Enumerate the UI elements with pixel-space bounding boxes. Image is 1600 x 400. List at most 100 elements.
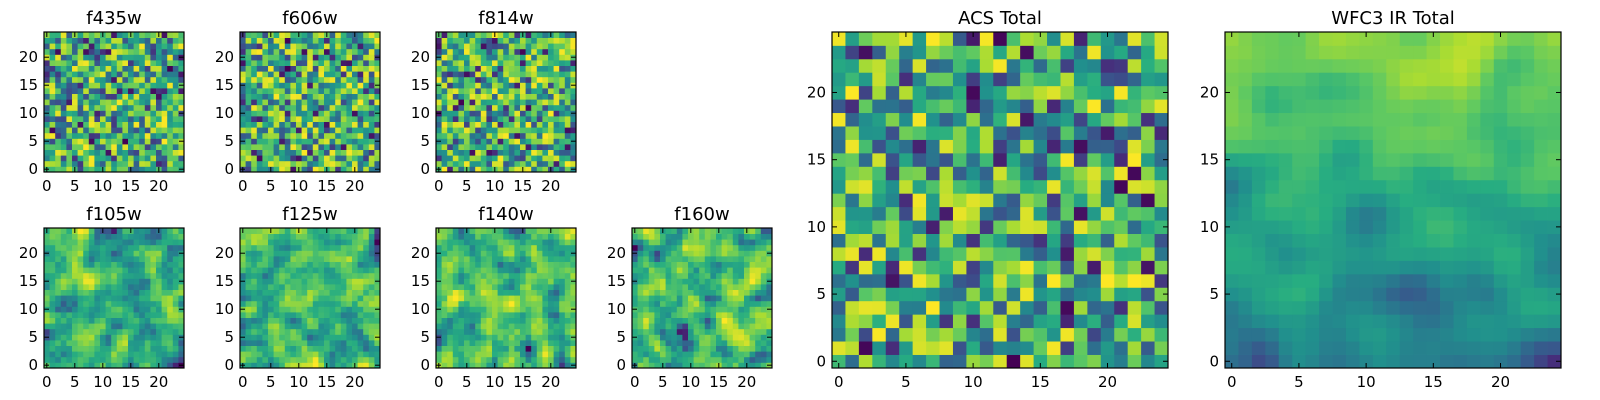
heatmap-cell — [273, 76, 280, 83]
heatmap-cell — [688, 295, 694, 302]
heatmap-cell — [346, 110, 353, 117]
heatmap-cell — [357, 284, 364, 290]
heatmap-cell — [94, 76, 101, 83]
heatmap-cell — [665, 362, 672, 369]
heatmap-cell — [329, 351, 336, 358]
heatmap-cell — [116, 127, 123, 134]
heatmap-cell — [374, 99, 381, 106]
heatmap-cell — [144, 99, 151, 106]
heatmap-cell — [368, 340, 375, 346]
heatmap-cell — [721, 362, 728, 369]
heatmap-cell — [139, 250, 146, 257]
heatmap-cell — [458, 82, 465, 89]
heatmap-cell — [251, 267, 258, 274]
heatmap-cell — [335, 43, 342, 50]
heatmap-cell — [245, 43, 252, 50]
heatmap-cell — [1100, 260, 1115, 275]
heatmap-cell — [122, 328, 129, 335]
heatmap-cell — [240, 323, 246, 330]
heatmap-cell — [716, 306, 722, 313]
heatmap-cell — [441, 138, 448, 145]
heatmap-cell — [447, 362, 454, 369]
heatmap-cell — [290, 99, 297, 106]
heatmap-cell — [542, 65, 549, 72]
heatmap-cell — [352, 356, 358, 363]
heatmap-cell — [100, 306, 106, 313]
heatmap-cell — [94, 256, 101, 262]
heatmap-cell — [458, 356, 465, 363]
heatmap-cell — [492, 99, 498, 106]
heatmap-cell — [262, 121, 269, 128]
heatmap-cell — [77, 60, 84, 66]
heatmap-cell — [60, 149, 67, 156]
y-tick-label: 15 — [607, 272, 626, 290]
y-tick-label: 5 — [28, 132, 38, 150]
heatmap-cell — [716, 323, 722, 330]
heatmap-cell — [307, 306, 314, 313]
heatmap-cell — [755, 284, 762, 290]
heatmap-cell — [760, 261, 767, 268]
heatmap-cell — [1141, 233, 1155, 248]
heatmap-cell — [122, 76, 129, 83]
heatmap-cell — [503, 300, 510, 307]
heatmap-cell — [643, 250, 650, 257]
heatmap-cell — [133, 300, 140, 307]
heatmap-cell — [688, 278, 694, 285]
heatmap-cell — [172, 295, 179, 302]
heatmap-cell — [301, 278, 308, 285]
heatmap-cell — [716, 334, 722, 341]
heatmap-cell — [178, 99, 185, 106]
heatmap-cell — [156, 121, 162, 128]
heatmap-cell — [368, 295, 375, 302]
heatmap-cell — [979, 152, 994, 167]
heatmap-cell — [156, 295, 162, 302]
heatmap-cell — [318, 110, 325, 117]
heatmap-cell — [542, 110, 549, 117]
heatmap-cell — [1047, 341, 1061, 355]
heatmap-cell — [531, 121, 538, 128]
heatmap-cell — [508, 328, 515, 335]
heatmap-cell — [665, 328, 672, 335]
heatmap-cell — [1033, 193, 1048, 208]
heatmap-cell — [318, 317, 325, 324]
heatmap-cell — [284, 362, 291, 369]
heatmap-cell — [503, 155, 510, 162]
heatmap-cell — [83, 127, 90, 134]
heatmap-cell — [464, 233, 470, 240]
heatmap-cell — [178, 317, 185, 324]
heatmap-cell — [492, 121, 498, 128]
heatmap-cell — [161, 278, 168, 285]
heatmap-cell — [178, 88, 185, 94]
heatmap-cell — [766, 272, 773, 279]
heatmap-cell — [508, 48, 515, 55]
heatmap-cell — [486, 233, 493, 240]
heatmap-cell — [966, 179, 981, 194]
heatmap-cell — [290, 110, 297, 117]
heatmap-cell — [699, 267, 706, 274]
heatmap-cell — [693, 289, 700, 296]
heatmap-cell — [167, 334, 174, 341]
heatmap-cell — [559, 233, 566, 240]
heatmap-cell — [486, 340, 493, 346]
heatmap-cell — [464, 104, 470, 111]
heatmap-cell — [508, 272, 515, 279]
heatmap-cell — [480, 43, 487, 50]
heatmap-cell — [329, 155, 336, 162]
heatmap-cell — [845, 341, 860, 355]
heatmap-cell — [346, 317, 353, 324]
heatmap-cell — [845, 206, 860, 221]
heatmap-cell — [44, 121, 50, 128]
heatmap-cell — [682, 328, 689, 335]
heatmap-cell — [374, 60, 381, 66]
heatmap-cell — [139, 138, 146, 145]
heatmap-cell — [492, 317, 498, 324]
heatmap-cell — [885, 341, 900, 355]
heatmap-cell — [66, 306, 73, 313]
heatmap-cell — [525, 233, 532, 240]
x-tick-label: 0 — [238, 177, 248, 195]
heatmap-cell — [531, 323, 538, 330]
heatmap-cell — [503, 65, 510, 72]
heatmap-cell — [55, 306, 62, 313]
heatmap-cell — [749, 340, 756, 346]
heatmap-cell — [858, 193, 873, 208]
